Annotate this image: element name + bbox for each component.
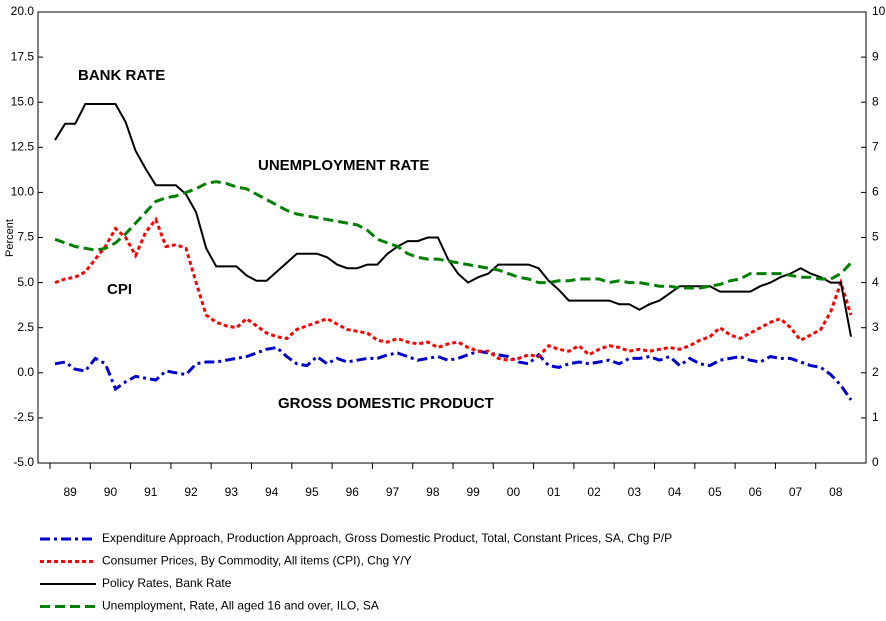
y-tick-label: -2.5 [13, 410, 34, 424]
x-tick-label: 04 [668, 485, 682, 499]
x-tick-label: 90 [104, 485, 118, 499]
y-tick-label: 20.0 [11, 4, 35, 18]
legend-label: Unemployment, Rate, All aged 16 and over… [102, 599, 379, 613]
y-tick-label: 12.5 [11, 139, 35, 153]
x-tick-label: 03 [628, 485, 642, 499]
legend-label: Policy Rates, Bank Rate [102, 576, 232, 590]
series-line [54, 103, 852, 337]
x-tick-label: 96 [346, 485, 360, 499]
annotation: BANK RATE [78, 67, 165, 84]
x-tick-label: 89 [63, 485, 77, 499]
x-tick-label: 93 [225, 485, 239, 499]
y2-tick-label: 7 [872, 139, 879, 153]
y-tick-label: 10.0 [11, 185, 35, 199]
annotation: UNEMPLOYMENT RATE [258, 157, 429, 174]
y-tick-label: 7.5 [17, 230, 34, 244]
y2-tick-label: 1 [872, 410, 879, 424]
x-tick-label: 06 [749, 485, 763, 499]
annotation: GROSS DOMESTIC PRODUCT [278, 395, 494, 412]
x-tick-label: 99 [466, 485, 480, 499]
x-tick-label: 07 [789, 485, 803, 499]
series-line [54, 345, 853, 401]
y-tick-label: 0.0 [17, 365, 34, 379]
legend-label: Consumer Prices, By Commodity, All items… [102, 554, 412, 568]
series-line [54, 216, 853, 362]
y-tick-label: 15.0 [11, 94, 35, 108]
y-tick-label: 17.5 [11, 49, 35, 63]
annotation: CPI [107, 281, 132, 298]
x-tick-label: 01 [547, 485, 561, 499]
x-tick-label: 97 [386, 485, 400, 499]
y2-tick-label: 6 [872, 185, 879, 199]
x-tick-label: 94 [265, 485, 279, 499]
x-tick-label: 00 [507, 485, 521, 499]
x-tick-label: 95 [305, 485, 319, 499]
series-line [54, 180, 853, 290]
y-axis-label: Percent [4, 219, 16, 257]
y2-tick-label: 3 [872, 320, 879, 334]
y2-tick-label: 9 [872, 49, 879, 63]
x-tick-label: 98 [426, 485, 440, 499]
y2-tick-label: 2 [872, 365, 879, 379]
y2-tick-label: 0 [872, 455, 879, 469]
x-tick-label: 05 [708, 485, 722, 499]
y-tick-label: 5.0 [17, 275, 34, 289]
x-tick-label: 91 [144, 485, 158, 499]
y2-tick-label: 8 [872, 94, 879, 108]
x-tick-label: 08 [829, 485, 843, 499]
y2-tick-label: 10 [872, 4, 886, 18]
y2-tick-label: 5 [872, 230, 879, 244]
legend-label: Expenditure Approach, Production Approac… [102, 531, 672, 545]
y2-tick-label: 4 [872, 275, 879, 289]
x-tick-label: 02 [587, 485, 601, 499]
x-tick-label: 92 [184, 485, 198, 499]
y-tick-label: 2.5 [17, 320, 34, 334]
y-tick-label: -5.0 [13, 455, 34, 469]
